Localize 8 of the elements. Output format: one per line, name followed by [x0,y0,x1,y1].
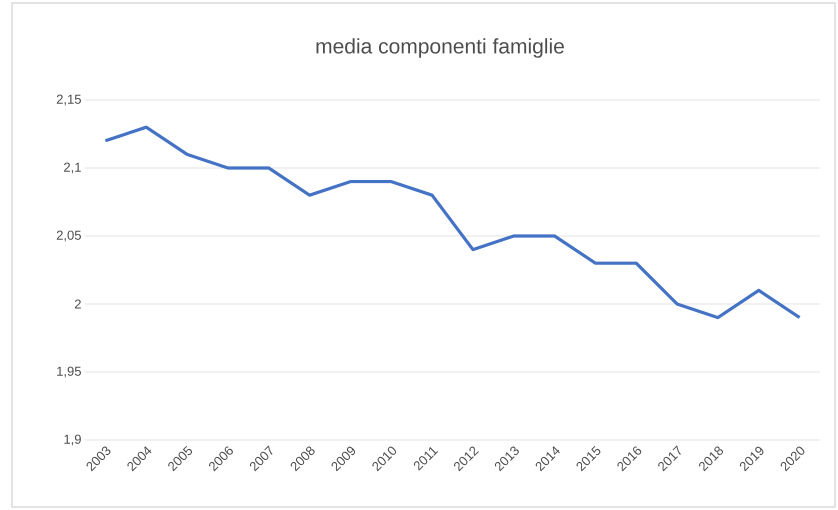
y-tick-label: 2 [74,299,81,309]
y-tick-label: 2,05 [56,230,81,242]
y-tick-label: 2,15 [56,94,81,106]
y-tick-label: 1,95 [57,366,81,378]
y-tick-label: 2,1 [64,162,81,174]
chart-title: media componenti famiglie [316,38,564,58]
line-series [104,126,802,320]
y-tick-label: 1,9 [64,434,81,446]
